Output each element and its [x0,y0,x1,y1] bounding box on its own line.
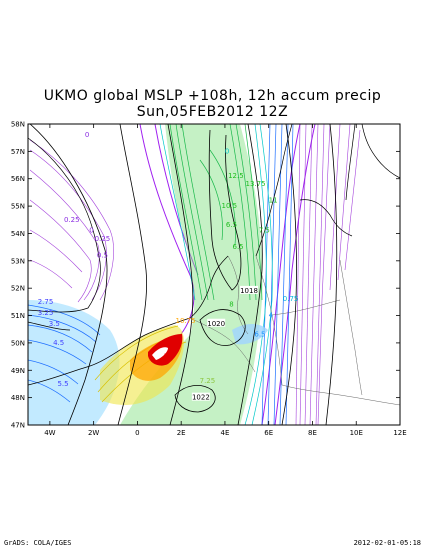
isobar-label-bg [191,392,210,401]
precip-band-lightblue [232,324,268,345]
precip-contour-label: 6.5 [254,331,265,339]
lat-tick-label: 51N [11,312,25,320]
precip-band-purple [139,124,316,425]
lat-tick-label: 57N [11,148,25,156]
precip-contour-label: 6.5 [226,221,237,229]
precip-contour-label: 0 [89,227,93,235]
precip-band-blue [28,300,120,425]
precip-contour-label: 11 [269,197,278,205]
isobar-labels: 1018 1020 1022 [191,285,259,402]
lon-tick-label: 4E [220,429,229,437]
precip-contour-label: 0.5 [97,251,108,259]
lat-tick-label: 48N [11,394,25,402]
precip-contour-label: 0.25 [64,216,80,224]
lat-tick-label: 50N [11,339,25,347]
precip-contour-label: 7.25 [200,377,216,385]
lat-tick-label: 54N [11,230,25,238]
precip-contour-label: 16 [164,353,173,361]
precip-contour-label: 4.5 [53,339,64,347]
lat-tick-label: 47N [11,422,25,430]
precip-contour-label: 0.75 [283,295,299,303]
precip-contour-label: 3.5 [49,320,60,328]
precip-max-white [152,347,168,360]
precip-band-green-lines [169,124,263,301]
precip-contour-label: 10.5 [222,202,238,210]
precip-contour-label: 12.5 [228,172,244,180]
lat-tick-label: 52N [11,285,25,293]
precip-contour-label: 2.75 [38,298,54,306]
precip-contour-label: 4 [269,312,274,320]
map-title: UKMO global MSLP +108h, 12h accum precip [43,88,382,104]
precip-labels: 0.25 0.25 0.5 0 0 2.75 3.25 3.5 4.5 5.5 10.75 16 7.2… [38,131,299,388]
precip-contour-label: 5.5 [57,380,68,388]
isobar-label: 1022 [192,394,210,402]
lat-tick-label: 49N [11,367,25,375]
footer-timestamp: 2012-02-01-05:18 [353,539,421,547]
lon-tick-label: 6E [264,429,273,437]
map-subtitle: Sun,05FEB2012 12Z [136,104,289,120]
precip-contour-label: 10.75 [176,317,196,325]
footer-software-credit: GrADS: COLA/IGES [4,539,72,547]
lon-tick-label: 2E [177,429,186,437]
precip-contour-label: 13.75 [246,180,266,188]
map-frame [27,123,401,426]
precip-band-blue-lines [28,124,294,425]
precip-contour-label: 0 [85,131,89,139]
precip-contour-label: 6.5 [233,243,244,251]
precip-band-green [120,124,263,425]
precip-contour-label: 3.25 [38,309,54,317]
precip-contour-label: 8 [229,301,233,309]
isobars [29,124,338,425]
precip-band-cyan-lines [159,124,273,425]
precip-contour-label: 7.5 [259,227,270,235]
precip-contour-label: 0 [225,147,229,155]
precip-contour-label: 0.25 [95,235,111,243]
isobar-label-bg [207,318,226,327]
lon-tick-label: 8E [308,429,317,437]
lat-tick-label: 58N [11,121,25,129]
isobar-label: 1018 [240,287,258,295]
lat-tick-label: 55N [11,203,25,211]
lat-tick-label: 53N [11,257,25,265]
latitude-axis: 58N 57N 56N 55N 54N 53N 52N 51N 50N 49N 48N 47N [11,121,400,430]
lon-tick-label: 2W [88,429,99,437]
isobar-label: 1020 [207,320,225,328]
isobar-label-bg [240,285,259,294]
lon-tick-label: 4W [44,429,55,437]
lon-tick-label: 10E [350,429,363,437]
longitude-axis: 4W 2W 0 2E 4E 6E 8E 10E 12E [44,124,407,437]
lon-tick-label: 0 [135,429,139,437]
lon-tick-label: 12E [393,429,406,437]
lat-tick-label: 56N [11,175,25,183]
